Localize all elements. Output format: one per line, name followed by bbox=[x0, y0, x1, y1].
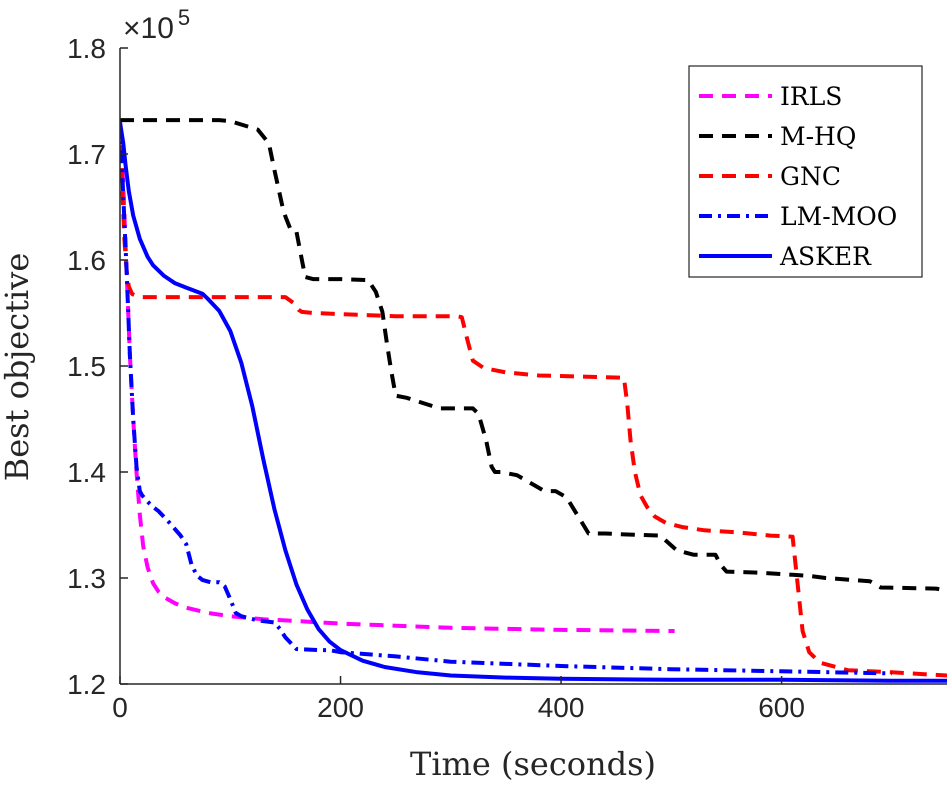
series-lines bbox=[120, 118, 947, 683]
legend-label-gnc: GNC bbox=[780, 162, 841, 191]
legend-label-asker: ASKER bbox=[779, 242, 872, 271]
x-tick-label: 0 bbox=[112, 692, 128, 723]
x-tick-label: 200 bbox=[317, 692, 364, 723]
y-tick-label: 1.4 bbox=[67, 457, 106, 488]
y-axis-label: Best objective bbox=[0, 253, 36, 482]
x-axis-ticks: 0 200 400 600 bbox=[112, 676, 805, 723]
y-multiplier-base: ×10 bbox=[123, 12, 174, 45]
y-multiplier: ×10 5 bbox=[123, 5, 190, 45]
legend-label-lm-moo: LM-MOO bbox=[780, 202, 897, 231]
x-axis-label: Time (seconds) bbox=[410, 745, 656, 783]
legend-label-irls: IRLS bbox=[780, 82, 842, 111]
x-tick-label: 400 bbox=[538, 692, 585, 723]
y-axis-ticks: 1.2 1.3 1.4 1.5 1.6 1.7 1.8 bbox=[67, 33, 128, 700]
y-tick-label: 1.7 bbox=[67, 139, 106, 170]
y-multiplier-exponent: 5 bbox=[178, 5, 190, 30]
y-tick-label: 1.5 bbox=[67, 351, 106, 382]
series-line-gnc bbox=[120, 122, 947, 678]
legend-label-m-hq: M-HQ bbox=[780, 122, 856, 151]
legend: IRLS M-HQ GNC LM-MOO ASKER bbox=[688, 65, 923, 278]
legend-box bbox=[688, 65, 923, 278]
series-group bbox=[120, 118, 947, 683]
series-line-asker bbox=[120, 121, 947, 683]
y-tick-label: 1.6 bbox=[67, 245, 106, 276]
y-tick-label: 1.3 bbox=[67, 563, 106, 594]
y-tick-label: 1.8 bbox=[67, 33, 106, 64]
series-line-m-hq bbox=[120, 118, 947, 593]
y-tick-label: 1.2 bbox=[67, 669, 106, 700]
x-tick-label: 600 bbox=[758, 692, 805, 723]
